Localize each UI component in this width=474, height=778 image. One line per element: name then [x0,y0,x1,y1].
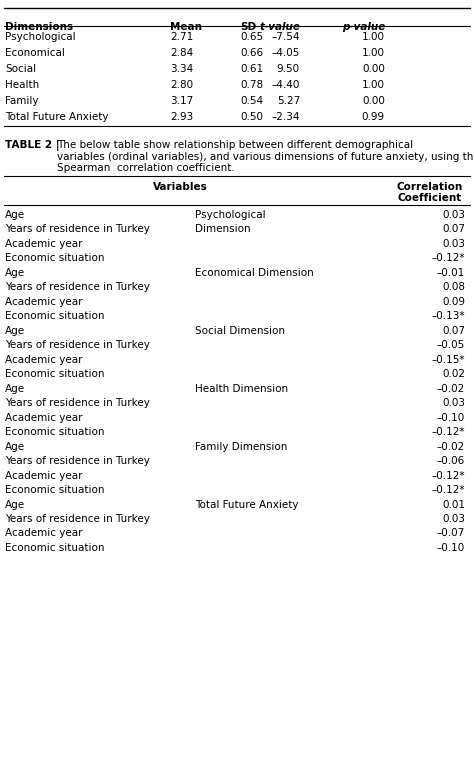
Text: Correlation
Coefficient: Correlation Coefficient [397,181,463,203]
Text: Years of residence in Turkey: Years of residence in Turkey [5,340,150,350]
Text: –2.34: –2.34 [272,112,300,122]
Text: Dimensions: Dimensions [5,22,73,32]
Text: 2.71: 2.71 [170,32,193,42]
Text: 0.78: 0.78 [240,80,263,90]
Text: p-value: p-value [342,22,385,32]
Text: 9.50: 9.50 [277,64,300,74]
Text: –0.12*: –0.12* [431,485,465,495]
Text: Academic year: Academic year [5,296,82,307]
Text: 0.03: 0.03 [442,239,465,248]
Text: Family: Family [5,96,38,106]
Text: Academic year: Academic year [5,412,82,422]
Text: Total Future Anxiety: Total Future Anxiety [195,499,299,510]
Text: Family Dimension: Family Dimension [195,441,287,451]
Text: 0.61: 0.61 [240,64,263,74]
Text: Age: Age [5,441,25,451]
Text: 0.66: 0.66 [240,48,263,58]
Text: Social: Social [5,64,36,74]
Text: Academic year: Academic year [5,528,82,538]
Text: Years of residence in Turkey: Years of residence in Turkey [5,224,150,234]
Text: 5.27: 5.27 [277,96,300,106]
Text: Psychological: Psychological [195,209,265,219]
Text: Economic situation: Economic situation [5,485,104,495]
Text: 2.84: 2.84 [170,48,193,58]
Text: –0.10: –0.10 [437,543,465,553]
Text: SD: SD [240,22,256,32]
Text: 1.00: 1.00 [362,32,385,42]
Text: 0.99: 0.99 [362,112,385,122]
Text: TABLE 2 |: TABLE 2 | [5,140,63,151]
Text: 2.80: 2.80 [170,80,193,90]
Text: Health: Health [5,80,39,90]
Text: Academic year: Academic year [5,355,82,365]
Text: –0.12*: –0.12* [431,471,465,481]
Text: 3.17: 3.17 [170,96,193,106]
Text: –0.07: –0.07 [437,528,465,538]
Text: –0.01: –0.01 [437,268,465,278]
Text: 1.00: 1.00 [362,80,385,90]
Text: Age: Age [5,209,25,219]
Text: Academic year: Academic year [5,471,82,481]
Text: Mean: Mean [170,22,202,32]
Text: Age: Age [5,499,25,510]
Text: 2.93: 2.93 [170,112,193,122]
Text: Economical: Economical [5,48,65,58]
Text: Variables: Variables [153,181,207,191]
Text: 0.03: 0.03 [442,514,465,524]
Text: 0.65: 0.65 [240,32,263,42]
Text: 0.07: 0.07 [442,224,465,234]
Text: 0.02: 0.02 [442,369,465,379]
Text: Psychological: Psychological [5,32,76,42]
Text: Age: Age [5,268,25,278]
Text: 0.03: 0.03 [442,209,465,219]
Text: 0.07: 0.07 [442,325,465,335]
Text: 0.00: 0.00 [362,64,385,74]
Text: Economical Dimension: Economical Dimension [195,268,314,278]
Text: Academic year: Academic year [5,239,82,248]
Text: 3.34: 3.34 [170,64,193,74]
Text: Health Dimension: Health Dimension [195,384,288,394]
Text: –0.10: –0.10 [437,412,465,422]
Text: 0.00: 0.00 [362,96,385,106]
Text: –0.06: –0.06 [437,456,465,466]
Text: t-value: t-value [259,22,300,32]
Text: Years of residence in Turkey: Years of residence in Turkey [5,514,150,524]
Text: 0.09: 0.09 [442,296,465,307]
Text: –0.13*: –0.13* [431,311,465,321]
Text: –7.54: –7.54 [272,32,300,42]
Text: 0.54: 0.54 [240,96,263,106]
Text: –4.40: –4.40 [272,80,300,90]
Text: 0.08: 0.08 [442,282,465,292]
Text: –0.12*: –0.12* [431,253,465,263]
Text: Years of residence in Turkey: Years of residence in Turkey [5,398,150,408]
Text: Years of residence in Turkey: Years of residence in Turkey [5,282,150,292]
Text: Economic situation: Economic situation [5,543,104,553]
Text: –0.02: –0.02 [437,441,465,451]
Text: Social Dimension: Social Dimension [195,325,285,335]
Text: 0.01: 0.01 [442,499,465,510]
Text: Total Future Anxiety: Total Future Anxiety [5,112,109,122]
Text: –0.05: –0.05 [437,340,465,350]
Text: –4.05: –4.05 [272,48,300,58]
Text: 1.00: 1.00 [362,48,385,58]
Text: 0.50: 0.50 [240,112,263,122]
Text: Years of residence in Turkey: Years of residence in Turkey [5,456,150,466]
Text: 0.03: 0.03 [442,398,465,408]
Text: –0.02: –0.02 [437,384,465,394]
Text: Dimension: Dimension [195,224,251,234]
Text: Age: Age [5,325,25,335]
Text: –0.15*: –0.15* [431,355,465,365]
Text: Economic situation: Economic situation [5,311,104,321]
Text: Economic situation: Economic situation [5,253,104,263]
Text: Economic situation: Economic situation [5,369,104,379]
Text: –0.12*: –0.12* [431,427,465,437]
Text: The below table show relationship between different demographical
variables (ord: The below table show relationship betwee… [57,140,474,173]
Text: Age: Age [5,384,25,394]
Text: Economic situation: Economic situation [5,427,104,437]
